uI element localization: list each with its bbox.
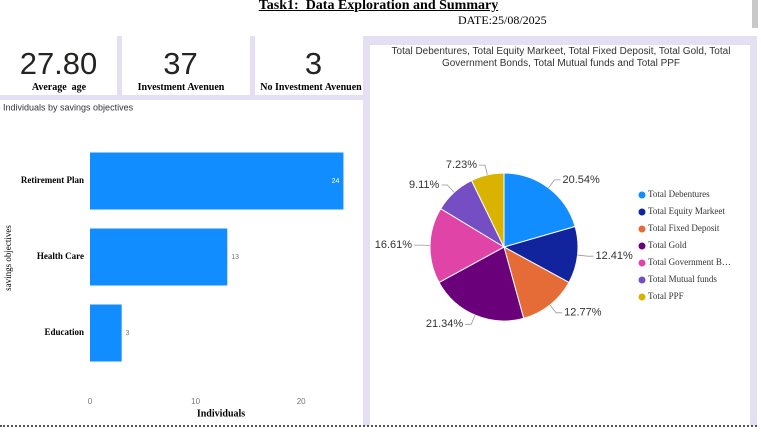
data-label: 12.77% — [564, 307, 602, 319]
separator — [117, 36, 122, 100]
legend-label: Total Mutual funds — [648, 274, 717, 284]
legend-marker — [638, 242, 646, 250]
y-tick-label: Retirement Plan — [21, 175, 84, 185]
bottom-border — [0, 425, 757, 427]
data-label: 3 — [126, 330, 130, 337]
leader-line — [548, 179, 561, 189]
pie-slice — [429, 207, 506, 284]
bar-title: Individuals by savings objectives — [3, 102, 134, 112]
legend-label: Total Fixed Deposit — [648, 223, 720, 233]
leader-line — [549, 304, 563, 314]
separator — [370, 36, 757, 45]
data-label: 16.61% — [375, 239, 413, 251]
legend-label: Total Equity Markeet — [648, 206, 725, 216]
scrollbar — [752, 0, 758, 28]
card-label: Average age — [31, 82, 87, 93]
pie-slice — [470, 172, 505, 248]
separator — [750, 36, 757, 426]
leader-line — [577, 254, 594, 257]
data-label: 7.23% — [446, 159, 477, 171]
data-label: 13 — [231, 254, 239, 261]
legend-marker — [638, 208, 646, 216]
card-value: 3 — [304, 46, 323, 81]
data-label: 20.54% — [563, 174, 601, 186]
page-title: Task1: Data Exploration and Summary — [258, 0, 499, 13]
separator — [363, 36, 370, 426]
legend-marker — [638, 293, 646, 301]
legend-marker — [638, 259, 646, 267]
leader-line — [465, 314, 476, 325]
leader-line — [441, 184, 455, 193]
data-label: 21.34% — [426, 318, 464, 330]
x-tick-label: 10 — [191, 397, 200, 406]
legend-label: Total Debentures — [648, 189, 710, 199]
pie-title: Total Debentures, Total Equity Markeet, … — [391, 46, 731, 69]
data-label: 24 — [332, 178, 340, 185]
pie-chart: 20.54% Total Debentures 12.41% Total Equity… — [375, 159, 731, 330]
pie-slice — [503, 245, 570, 319]
y-axis-label: savings objectives — [3, 225, 13, 291]
x-tick-label: 20 — [297, 397, 306, 406]
data-label: 9.11% — [409, 179, 440, 191]
card-label: No Investment Avenuen — [260, 82, 362, 93]
bar — [90, 228, 228, 286]
card-value: 27.80 — [19, 46, 98, 81]
bar — [90, 304, 122, 362]
legend-marker — [638, 276, 646, 284]
legend-label: Total PPF — [648, 291, 684, 301]
data-label: 12.41% — [595, 250, 633, 262]
leader-line — [479, 164, 488, 175]
card-value: 37 — [163, 46, 198, 81]
legend-label: Total Gold — [648, 240, 687, 250]
date: DATE:25/08/2025 — [458, 13, 547, 27]
card-label: Investment Avenuen — [137, 82, 225, 93]
x-axis-label: Individuals — [197, 408, 245, 419]
legend-marker — [638, 225, 646, 233]
bar-chart: Individuals by savings objectives 0 10 20 I… — [3, 102, 344, 419]
y-tick-label: Health Care — [37, 251, 84, 261]
legend-label: Total Government B… — [648, 257, 731, 267]
separator — [0, 95, 370, 100]
bar — [90, 152, 344, 210]
y-tick-label: Education — [44, 327, 84, 337]
legend-marker — [638, 191, 646, 199]
x-tick-label: 0 — [88, 397, 93, 406]
pie-slice — [502, 225, 579, 284]
separator — [250, 36, 255, 100]
